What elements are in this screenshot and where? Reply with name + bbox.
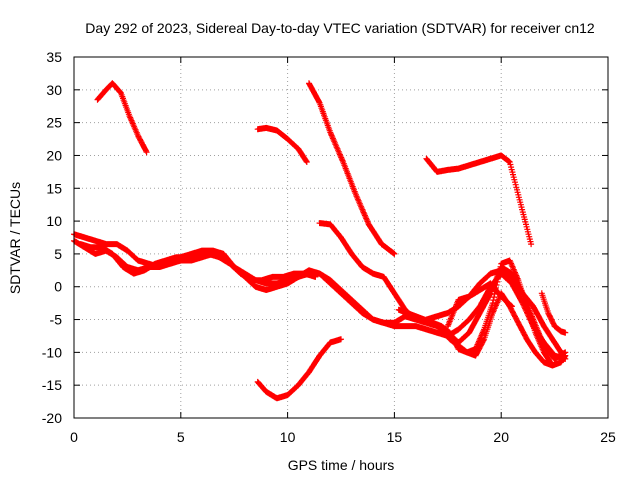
series-markers [254, 336, 344, 402]
y-axis-label: SDTVAR / TECUs [7, 182, 23, 294]
series-track-14 [538, 290, 569, 336]
series-markers [306, 80, 398, 257]
series-track-2 [254, 124, 310, 165]
y-tick-label: -20 [42, 410, 62, 426]
y-tick-label: 15 [46, 180, 62, 196]
y-tick-label: -10 [42, 344, 62, 360]
x-axis-label: GPS time / hours [288, 457, 395, 473]
x-tick-label: 0 [70, 429, 78, 445]
series-track-8 [77, 241, 319, 284]
series-track-4 [423, 152, 535, 248]
y-tick-label: 25 [46, 115, 62, 131]
y-tick-label: 10 [46, 213, 62, 229]
y-tick-label: 5 [54, 246, 62, 262]
y-tick-label: 0 [54, 279, 62, 295]
series-markers [254, 124, 310, 165]
grid [74, 57, 608, 418]
data-series [71, 80, 569, 402]
series-markers [77, 241, 319, 284]
x-tick-label: 5 [177, 429, 185, 445]
series-track-1 [94, 80, 150, 156]
series-track-12 [444, 280, 515, 330]
chart-title: Day 292 of 2023, Sidereal Day-to-day VTE… [85, 20, 595, 36]
series-markers [423, 152, 535, 248]
series-track-13 [254, 336, 344, 402]
series-markers [444, 280, 515, 330]
series-markers [538, 290, 569, 336]
tick-labels: 0 5 10 15 20 25 -20 -15 -10 -5 0 5 10 15 20 25 30 35 [42, 49, 616, 445]
y-tick-label: 30 [46, 82, 62, 98]
y-tick-label: 35 [46, 49, 62, 65]
series-markers [94, 80, 150, 156]
plot-frame [73, 56, 609, 419]
x-tick-label: 25 [600, 429, 616, 445]
y-tick-label: -15 [42, 377, 62, 393]
y-tick-label: -5 [50, 312, 63, 328]
x-tick-label: 10 [280, 429, 296, 445]
x-tick-label: 20 [493, 429, 509, 445]
series-track-3 [306, 80, 398, 257]
x-tick-label: 15 [387, 429, 403, 445]
y-tick-label: 20 [46, 147, 62, 163]
